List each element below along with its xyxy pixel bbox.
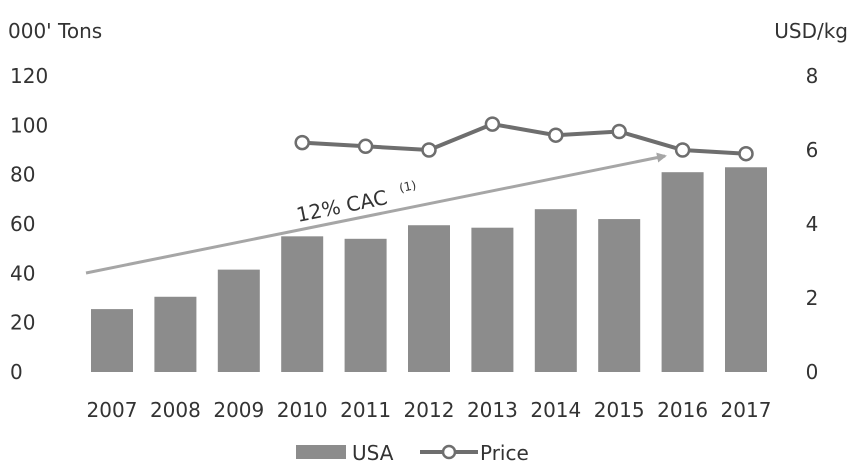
price-point-2017 (738, 145, 754, 162)
x-tick-label: 2008 (150, 398, 201, 422)
bar-2016 (661, 172, 704, 372)
left-tick-label: 100 (10, 113, 48, 137)
bar-2013 (471, 227, 514, 372)
x-tick-label: 2010 (277, 398, 328, 422)
price-point-2015 (611, 123, 627, 140)
bar-2014 (534, 209, 577, 372)
right-tick-label: 6 (806, 138, 819, 162)
x-tick-label: 2013 (467, 398, 518, 422)
right-tick-label: 2 (806, 286, 819, 310)
cagr-arrow (85, 152, 667, 275)
x-tick-label: 2015 (594, 398, 645, 422)
bar-2009 (217, 269, 260, 372)
x-tick-label: 2012 (404, 398, 455, 422)
x-tick-label: 2009 (213, 398, 264, 422)
x-tick-label: 2011 (340, 398, 391, 422)
bar-2012 (408, 225, 450, 372)
price-series (294, 116, 754, 162)
cagr-superscript: (1) (398, 178, 417, 195)
legend-swatch-usa (296, 445, 346, 459)
right-tick-label: 8 (806, 64, 819, 88)
left-tick-label: 80 (10, 163, 35, 187)
bar-2011 (344, 238, 387, 372)
legend-swatch-price-marker (441, 444, 457, 460)
x-tick-label: 2017 (721, 398, 772, 422)
x-tick-label: 2007 (87, 398, 138, 422)
price-line (302, 122, 747, 156)
left-tick-label: 40 (10, 261, 35, 285)
price-point-2012 (421, 142, 437, 158)
price-point-2010 (294, 134, 310, 151)
legend-label-price: Price (480, 441, 529, 464)
bar-2010 (281, 236, 324, 372)
left-tick-label: 0 (10, 360, 23, 384)
legend-label-usa: USA (352, 441, 394, 464)
right-tick-label: 4 (806, 212, 819, 236)
legend: USA Price (296, 441, 529, 464)
left-tick-label: 20 (10, 311, 35, 335)
x-axis-ticks: 2007 2008 2009 2010 2011 2012 2013 2014 2015 2016… (87, 398, 772, 422)
bar-2008 (154, 296, 197, 372)
usa-bars (91, 167, 767, 372)
bar-2015 (598, 219, 641, 372)
price-point-2014 (548, 127, 564, 143)
right-axis-title: USD/kg (774, 19, 848, 43)
right-tick-label: 0 (806, 360, 819, 384)
x-tick-label: 2016 (657, 398, 708, 422)
bar-2017 (725, 167, 767, 372)
left-tick-label: 120 (10, 64, 48, 88)
bar-2007 (91, 309, 133, 372)
left-tick-label: 60 (10, 212, 35, 236)
left-axis-title: 000' Tons (8, 19, 102, 43)
price-point-2013 (484, 116, 501, 132)
price-point-2016 (674, 142, 691, 158)
left-axis-ticks: 0 20 40 60 80 100 120 (10, 64, 48, 384)
price-point-2011 (357, 138, 374, 155)
x-tick-label: 2014 (530, 398, 581, 422)
right-axis-ticks: 0 2 4 6 8 (806, 64, 819, 384)
